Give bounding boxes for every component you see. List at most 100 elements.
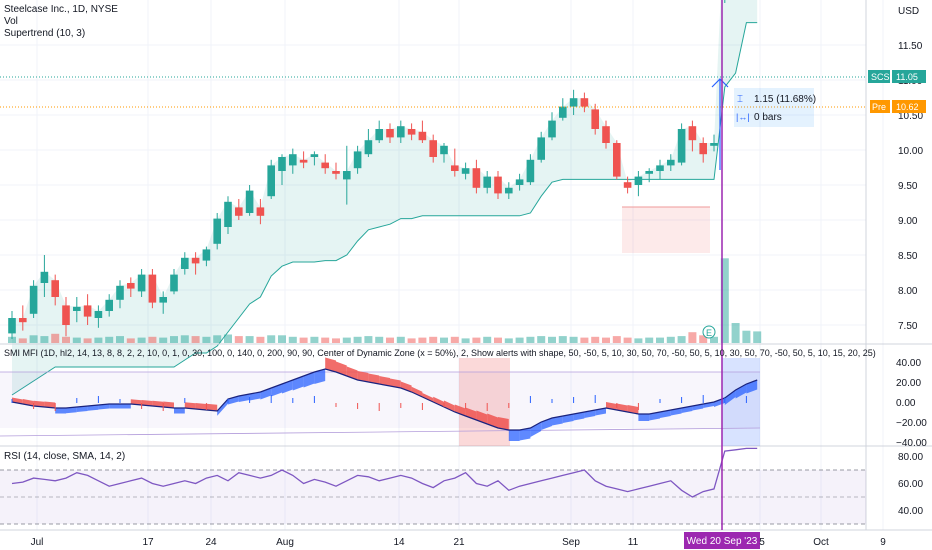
- symbol-title[interactable]: Steelcase Inc., 1D, NYSE: [4, 4, 118, 15]
- volume-bar: [569, 336, 578, 343]
- currency-label[interactable]: USD: [898, 6, 919, 17]
- candle: [656, 159, 664, 180]
- smi-ribbon-segment: [498, 417, 509, 430]
- measure-box[interactable]: [734, 88, 814, 127]
- volume-bar: [483, 336, 492, 343]
- candle: [461, 162, 470, 180]
- candle: [51, 274, 59, 306]
- candle: [472, 159, 481, 194]
- volume-bar: [116, 336, 124, 343]
- smi-ribbon-segment: [573, 412, 585, 421]
- smi-ribbon-segment: [627, 405, 639, 414]
- candle: [602, 120, 610, 149]
- candle: [202, 246, 211, 267]
- smi-ribbon-segment: [735, 384, 747, 399]
- volume-bar: [634, 338, 643, 343]
- smi-ribbon-segment: [562, 414, 574, 423]
- volume-bar: [332, 338, 340, 343]
- volume-bar: [418, 337, 427, 343]
- candle-body: [537, 137, 545, 160]
- candle-body: [191, 257, 200, 264]
- volume-bar: [278, 335, 286, 343]
- candle: [299, 151, 308, 169]
- candle-body: [386, 129, 394, 138]
- earnings-marker[interactable]: E: [706, 328, 712, 338]
- volume-bar: [396, 336, 405, 343]
- candle: [62, 297, 70, 337]
- candle: [267, 159, 275, 199]
- volume-bar: [148, 336, 157, 343]
- candle-body: [127, 283, 135, 289]
- candle: [170, 269, 178, 295]
- smi-axis-label: −40.00: [896, 438, 927, 449]
- candle: [397, 120, 405, 143]
- volume-bar: [288, 336, 297, 343]
- candle: [710, 134, 718, 152]
- smi-ribbon-segment: [163, 401, 174, 408]
- volume-bar: [62, 336, 70, 343]
- candle: [94, 305, 103, 328]
- time-axis-label: 17: [142, 537, 154, 548]
- volume-bar: [731, 323, 740, 343]
- scs-price-value: 11.05: [896, 72, 918, 82]
- volume-bar: [191, 336, 200, 343]
- smi-indicator-label[interactable]: SMI MFI (1D, hl2, 14, 13, 8, 8, 2, 2, 10…: [4, 348, 876, 358]
- candle-body: [645, 171, 653, 174]
- scs-price-bg: [892, 70, 926, 83]
- earnings-marker-bg[interactable]: [702, 325, 716, 339]
- volume-bar: [656, 337, 664, 343]
- candle-body: [278, 157, 286, 171]
- candle-body: [494, 176, 502, 194]
- time-axis-label: Sep: [562, 537, 580, 548]
- supertrend-fill: [12, 0, 758, 395]
- candle-body: [375, 129, 383, 141]
- volume-bar: [126, 338, 135, 343]
- volume-bar: [386, 337, 394, 343]
- smi-ribbon-segment: [33, 400, 45, 407]
- volume-bar: [666, 336, 675, 343]
- volume-bar: [29, 335, 38, 343]
- candle: [451, 148, 459, 177]
- volume-bar: [299, 337, 308, 343]
- candle: [310, 151, 319, 166]
- smi-ribbon-segment: [98, 404, 110, 410]
- smi-ribbon-segment: [616, 403, 628, 412]
- volume-bar: [612, 336, 621, 343]
- supertrend-indicator-label[interactable]: Supertrend (10, 3): [4, 28, 85, 39]
- smi-ribbon-segment: [260, 388, 272, 400]
- supertrend-series: [11, 0, 758, 396]
- candle-body: [256, 207, 265, 216]
- volume-indicator-label[interactable]: Vol: [4, 16, 18, 27]
- candle-body: [569, 98, 578, 107]
- volume-series: [8, 258, 762, 343]
- time-axis-label: 11: [628, 537, 639, 548]
- candle-body: [29, 285, 38, 314]
- candle: [256, 199, 265, 225]
- candle-body: [688, 126, 697, 141]
- rsi-indicator-label[interactable]: RSI (14, close, SMA, 14, 2): [4, 451, 125, 462]
- smi-ribbon-segment: [368, 373, 380, 384]
- candle: [278, 154, 286, 185]
- candle: [548, 112, 556, 141]
- candle-body: [73, 306, 81, 311]
- volume-bar: [83, 338, 92, 343]
- volume-bar: [245, 336, 254, 343]
- candle: [623, 176, 632, 194]
- volume-bar: [742, 330, 751, 343]
- volume-bar: [321, 337, 330, 343]
- candle: [483, 171, 491, 194]
- volume-bar: [645, 337, 654, 343]
- smi-ribbon-segment: [314, 369, 326, 384]
- smi-axis-label: 0.00: [896, 398, 916, 409]
- candle-body: [407, 129, 416, 135]
- volume-bar: [526, 336, 535, 343]
- candle: [181, 252, 189, 275]
- volume-bar: [537, 336, 546, 343]
- candle-body: [559, 106, 567, 118]
- volume-bar: [494, 337, 502, 343]
- candle-body: [343, 171, 351, 180]
- smi-ribbon-segment: [76, 406, 88, 412]
- candle-body: [656, 165, 664, 171]
- candle-body: [667, 159, 675, 166]
